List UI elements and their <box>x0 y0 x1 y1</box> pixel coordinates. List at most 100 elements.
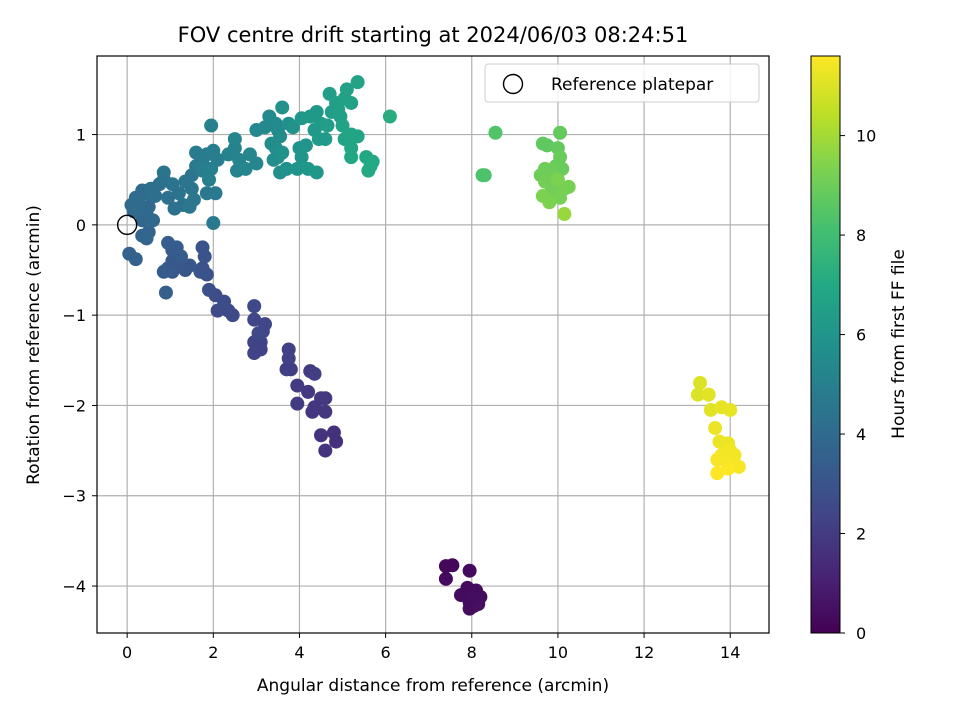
data-point <box>721 461 736 476</box>
data-point <box>258 120 272 135</box>
colorbar-tick-label: 6 <box>856 326 866 345</box>
data-point <box>249 156 264 171</box>
data-point <box>708 421 723 436</box>
data-point <box>462 563 477 578</box>
data-point <box>309 104 324 119</box>
data-point <box>158 285 173 300</box>
data-point <box>318 132 333 147</box>
x-axis-ticks: 0 2 4 6 8 10 12 14 <box>122 633 740 662</box>
colorbar-tick-label: 10 <box>856 127 876 146</box>
data-point <box>202 282 216 297</box>
x-axis-label: Angular distance from reference (arcmin) <box>257 676 609 696</box>
data-point <box>318 391 333 406</box>
legend-entry-reference: Reference platepar <box>551 75 713 95</box>
data-point <box>464 589 479 604</box>
legend: Reference platepar <box>484 63 760 103</box>
colorbar-label: Hours from first FF file <box>889 249 909 439</box>
data-point <box>247 312 262 327</box>
data-point <box>279 362 294 377</box>
data-point <box>238 161 253 176</box>
data-points <box>122 75 746 616</box>
data-point <box>275 100 290 115</box>
y-tick-label: 0 <box>76 216 86 235</box>
plot-area-frame <box>96 55 770 634</box>
data-point <box>193 264 208 279</box>
data-point <box>488 125 503 140</box>
data-point <box>710 466 725 481</box>
data-point <box>184 181 199 196</box>
data-point <box>165 177 180 192</box>
x-tick-label: 0 <box>122 643 132 662</box>
data-point <box>227 132 242 147</box>
data-point <box>156 165 171 180</box>
data-point <box>204 118 219 133</box>
colorbar-frame <box>810 55 841 634</box>
data-point <box>298 138 313 153</box>
data-point <box>202 172 216 187</box>
data-point <box>701 387 716 402</box>
data-point <box>318 404 333 419</box>
data-point <box>247 299 262 314</box>
data-point <box>206 216 221 231</box>
data-point <box>314 428 328 443</box>
y-tick-label: −1 <box>62 306 86 325</box>
data-point <box>182 199 197 214</box>
data-point <box>301 384 316 399</box>
data-point <box>335 118 350 133</box>
data-point <box>365 154 380 169</box>
data-point <box>723 402 738 417</box>
reference-platepar-marker <box>116 214 138 236</box>
colorbar: 0 2 4 6 8 10 Hours from first FF file <box>810 55 909 643</box>
data-point <box>329 434 344 449</box>
data-point <box>161 190 176 205</box>
data-point <box>540 138 555 153</box>
data-point <box>208 186 223 201</box>
data-point <box>189 145 204 160</box>
data-point <box>281 342 296 357</box>
y-tick-label: −4 <box>62 577 86 596</box>
data-point <box>445 558 460 573</box>
data-point <box>148 188 163 203</box>
data-point <box>438 571 453 586</box>
data-point <box>290 378 305 393</box>
y-tick-label: −3 <box>62 487 86 506</box>
data-point <box>731 459 746 474</box>
data-point <box>703 402 718 417</box>
data-point <box>251 326 266 341</box>
y-axis-ticks: −4 −3 −2 −1 0 1 <box>62 126 97 596</box>
data-point <box>350 75 365 90</box>
data-point <box>286 120 300 135</box>
data-point <box>290 396 305 411</box>
y-axis-label: Rotation from reference (arcmin) <box>24 205 44 485</box>
y-tick-label: −2 <box>62 396 86 415</box>
colorbar-gradient <box>811 56 840 633</box>
data-point <box>169 240 184 255</box>
data-point <box>339 82 354 97</box>
data-point <box>693 375 708 390</box>
data-point <box>122 246 137 261</box>
data-point <box>344 150 359 165</box>
x-tick-label: 10 <box>548 643 568 662</box>
data-point <box>290 161 305 176</box>
colorbar-tick-label: 2 <box>856 525 866 544</box>
legend-box <box>484 63 760 103</box>
data-point <box>279 161 294 176</box>
data-point <box>294 150 309 165</box>
y-tick-label: 1 <box>76 126 86 145</box>
data-point <box>382 109 397 124</box>
data-point <box>350 129 365 144</box>
colorbar-ticks: 0 2 4 6 8 10 <box>840 127 876 643</box>
data-point <box>555 161 570 176</box>
x-tick-label: 8 <box>467 643 477 662</box>
data-point <box>553 125 568 140</box>
data-point <box>139 231 154 246</box>
reference-marker-group <box>116 214 138 236</box>
data-point <box>204 161 219 176</box>
data-point <box>264 136 279 151</box>
data-point <box>247 346 262 361</box>
x-tick-label: 2 <box>208 643 218 662</box>
x-tick-label: 6 <box>381 643 391 662</box>
x-tick-label: 12 <box>634 643 654 662</box>
data-point <box>305 404 320 419</box>
